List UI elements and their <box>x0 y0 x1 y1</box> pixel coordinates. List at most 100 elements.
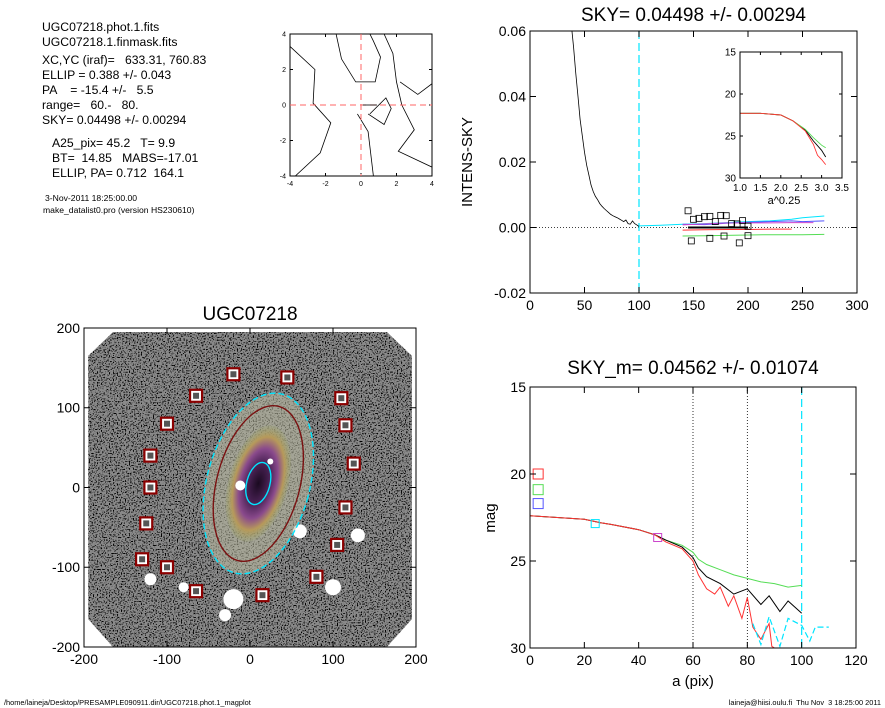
inset-plot-layer <box>740 112 827 165</box>
star-core <box>334 541 341 548</box>
star-core <box>230 371 237 378</box>
position-angle: PA = -15.4 +/- 5.5 <box>42 83 154 97</box>
mag-xtick-label: 120 <box>844 652 868 668</box>
sky-sample-square <box>690 215 697 223</box>
inset-xtick-label: 3.0 <box>815 183 829 194</box>
galaxy-ytick-label: 200 <box>57 320 81 336</box>
masked-region <box>144 573 157 586</box>
star-core <box>139 556 146 563</box>
mag-ytick-label: 25 <box>510 553 526 569</box>
sky-sample-square <box>684 207 692 215</box>
contour-xtick-label: 0 <box>359 181 363 188</box>
inset-xtick-label: 1.0 <box>733 183 747 194</box>
contour-ytick-label: 0 <box>282 102 286 109</box>
mag-ytick-label: 20 <box>510 466 526 482</box>
intens-xtick-label: 250 <box>791 297 815 313</box>
galaxy-ytick-label: 0 <box>72 479 80 495</box>
inset-ytick-label: 30 <box>725 174 737 185</box>
program-version: make_datalist0.pro (version HS230610) <box>43 205 195 215</box>
masked-region <box>178 582 189 593</box>
profile-black-line <box>571 31 640 227</box>
inset-red-line <box>740 112 827 165</box>
intens-ytick-label: 0.02 <box>499 154 526 170</box>
marker-square-magenta <box>653 533 663 543</box>
star-core <box>143 520 150 527</box>
inset-xtick-label: 2.5 <box>794 183 808 194</box>
star-core <box>259 592 266 599</box>
galaxy-ytick-label: 100 <box>57 400 81 416</box>
mag-xtick-label: 100 <box>790 652 814 668</box>
mag-xtick-label: 0 <box>526 652 534 668</box>
masked-star <box>267 458 274 465</box>
mag-plot-layer <box>530 387 829 648</box>
galaxy-body <box>225 425 292 542</box>
sky-sample-square <box>711 218 719 226</box>
isophote-ellipse <box>245 461 272 506</box>
star-core <box>284 374 291 381</box>
intens-plot-layer <box>530 31 857 293</box>
intens-ylabel: INTENS-SKY <box>459 117 476 207</box>
sky-sample-square <box>728 220 736 227</box>
contour-xtick-label: -4 <box>287 181 293 188</box>
bt-mabs: BT= 14.85 MABS=-17.01 <box>52 151 199 165</box>
contour-line <box>335 34 381 83</box>
profile-blue-line <box>682 220 825 226</box>
masked-region <box>223 589 244 610</box>
sky-sample-square <box>706 234 714 242</box>
intens-ytick-label: -0.02 <box>494 285 526 301</box>
contour-line <box>357 113 374 176</box>
legend-square-green <box>532 484 544 496</box>
galaxy-xtick-label: 0 <box>246 651 254 667</box>
mask-file-name: UGC07218.1.finmask.fits <box>42 35 178 49</box>
contour-line <box>399 81 432 95</box>
inset-xtick-label: 3.5 <box>835 183 849 194</box>
mag-green-line <box>530 515 802 588</box>
sky-sample-square <box>695 214 703 222</box>
galaxy-xtick-label: 200 <box>404 651 428 667</box>
intens-axes: 0 50 100 150 200 250 300 0.06 0.04 0.02 0.00 -0.02 <box>494 23 869 313</box>
sky-sample-square <box>701 213 708 221</box>
file-name: UGC07218.phot.1.fits <box>42 20 160 34</box>
intens-xtick-label: 200 <box>736 297 760 313</box>
contour-xtick-label: 4 <box>430 181 434 188</box>
fit-range: range= 60.- 80. <box>42 98 139 112</box>
mag-xlabel: a (pix) <box>672 673 714 690</box>
intens-ytick-label: 0.04 <box>499 88 526 104</box>
galaxy-ytick-label: -100 <box>52 559 80 575</box>
center-coords: XC,YC (iraf)= 633.31, 760.83 <box>42 53 207 67</box>
inset-axes: 1.0 1.5 2.0 2.5 3.0 3.5 15 20 25 30 <box>725 48 850 195</box>
contour-ytick-label: 2 <box>282 67 286 74</box>
contour-xtick-label: 2 <box>395 181 399 188</box>
mag-title: SKY_m= 0.04562 +/- 0.01074 <box>567 358 819 379</box>
intens-xtick-label: 100 <box>627 297 651 313</box>
galaxy-xtick-label: 100 <box>321 651 345 667</box>
star-core <box>164 420 170 427</box>
star-core <box>164 564 170 571</box>
timestamp: 3-Nov-2011 18:25:00.00 <box>45 193 138 203</box>
a25-value: A25_pix= 45.2 T= 9.9 <box>52 136 176 150</box>
contour-line <box>290 46 332 176</box>
sky-sample-square <box>706 212 714 220</box>
inset-bg <box>740 52 842 178</box>
star-core <box>147 484 154 491</box>
mag-black-line <box>530 515 803 614</box>
legend-square-blue <box>532 498 544 510</box>
star-core <box>193 588 200 595</box>
galaxy-ytick-label: -200 <box>52 639 80 655</box>
galaxy-title: UGC07218 <box>202 304 297 325</box>
profile-red-line <box>682 228 792 231</box>
inset-xlabel: a^0.25 <box>768 195 801 207</box>
sky-sample-square <box>717 211 725 219</box>
masked-region <box>292 524 307 539</box>
inset-ytick-label: 20 <box>725 90 737 101</box>
contour-axes: -4 -2 0 2 4 4 2 0 -2 -4 <box>280 31 434 188</box>
star-core <box>313 573 320 580</box>
mag-red-line <box>530 515 775 648</box>
file-path: /home/laineja/Desktop/PRESAMPLE090911.di… <box>4 698 251 707</box>
mag-cyan-line <box>752 614 829 648</box>
star-core <box>147 452 154 459</box>
profile-cyan-line <box>638 215 825 227</box>
sky-sample-square <box>739 217 746 225</box>
mag-xtick-label: 40 <box>631 652 647 668</box>
masked-region <box>325 579 341 596</box>
